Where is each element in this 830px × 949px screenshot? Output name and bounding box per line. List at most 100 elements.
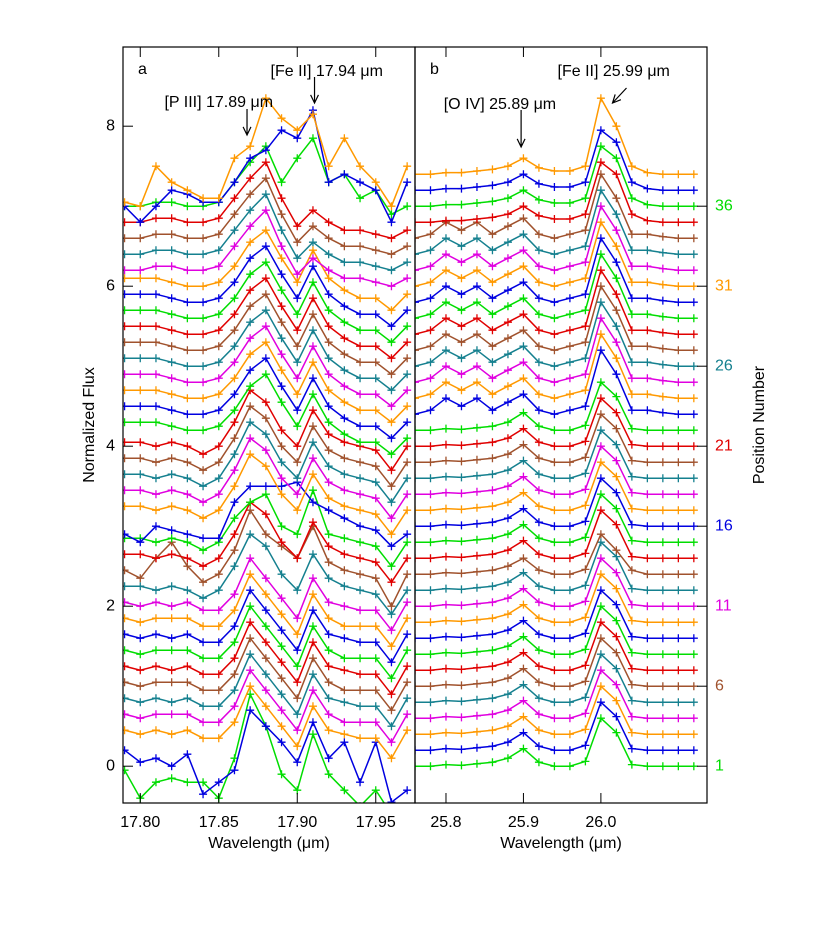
data-point — [230, 686, 239, 695]
data-point — [199, 234, 208, 243]
data-point — [403, 490, 412, 499]
data-point — [643, 216, 652, 225]
data-point — [658, 522, 667, 531]
data-point — [246, 434, 255, 443]
data-point — [689, 266, 698, 275]
data-point — [151, 630, 160, 639]
data-point — [519, 536, 528, 545]
data-point — [519, 520, 528, 529]
data-point — [293, 678, 302, 687]
data-point — [643, 522, 652, 531]
data-point — [472, 250, 481, 259]
data-point — [324, 370, 333, 379]
data-point — [199, 702, 208, 711]
data-point — [261, 242, 270, 251]
data-point — [308, 238, 317, 247]
data-point — [136, 402, 145, 411]
data-point — [403, 506, 412, 515]
data-point — [534, 518, 543, 527]
data-point — [581, 693, 590, 702]
data-point — [136, 218, 145, 227]
x-tick-label: 17.90 — [277, 814, 317, 831]
data-point — [230, 562, 239, 571]
data-point — [136, 502, 145, 511]
data-point — [658, 698, 667, 707]
data-point — [308, 342, 317, 351]
data-point — [658, 602, 667, 611]
data-point — [293, 406, 302, 415]
data-point — [356, 606, 365, 615]
data-point — [415, 714, 419, 723]
data-point — [324, 574, 333, 583]
data-point — [689, 250, 698, 259]
y2-tick-label: 21 — [715, 437, 733, 454]
data-point — [151, 290, 160, 299]
data-point — [340, 686, 349, 695]
data-point — [596, 394, 605, 403]
data-point — [534, 470, 543, 479]
data-point — [167, 502, 176, 511]
data-point — [565, 554, 574, 563]
data-point — [136, 550, 145, 559]
data-point — [277, 610, 286, 619]
data-point — [550, 167, 559, 175]
data-point — [415, 362, 419, 371]
spectrum-line — [415, 428, 694, 479]
data-point — [246, 554, 255, 563]
data-point — [277, 658, 286, 667]
data-point — [596, 330, 605, 339]
data-point — [356, 358, 365, 367]
data-point — [199, 606, 208, 615]
data-point — [627, 696, 636, 705]
data-point — [199, 194, 208, 203]
data-point — [488, 646, 497, 655]
data-point — [550, 618, 559, 627]
data-point — [356, 506, 365, 515]
data-point — [519, 456, 528, 465]
data-point — [612, 424, 621, 433]
data-point — [199, 282, 208, 291]
data-point — [472, 743, 481, 752]
data-point — [308, 638, 317, 647]
data-point — [123, 418, 129, 427]
data-point — [472, 199, 481, 207]
data-point — [415, 250, 419, 259]
data-point — [277, 738, 286, 747]
data-point — [199, 450, 208, 459]
data-point — [643, 474, 652, 483]
data-point — [472, 487, 481, 496]
data-point — [426, 698, 435, 707]
data-point — [565, 698, 574, 707]
data-point — [136, 290, 145, 299]
data-point — [534, 678, 543, 687]
data-point — [415, 506, 419, 515]
data-point — [246, 586, 255, 595]
data-point — [308, 358, 317, 367]
data-point — [674, 442, 683, 451]
data-point — [415, 394, 419, 403]
data-point — [426, 618, 435, 627]
data-point — [565, 586, 574, 595]
data-point — [441, 266, 450, 275]
data-point — [472, 471, 481, 480]
data-point — [534, 710, 543, 719]
data-point — [123, 274, 129, 283]
data-point — [519, 584, 528, 593]
data-point — [230, 514, 239, 523]
data-point — [550, 234, 559, 243]
data-point — [277, 490, 286, 499]
data-point — [519, 342, 528, 351]
data-point — [324, 322, 333, 331]
data-point — [674, 234, 683, 243]
data-point — [550, 730, 559, 739]
data-point — [441, 394, 450, 403]
data-point — [356, 326, 365, 335]
panel-frame — [414, 46, 708, 804]
data-point — [293, 646, 302, 655]
annotation-text: [P III] 17.89 μm — [164, 94, 273, 111]
data-point — [277, 522, 286, 531]
data-point — [199, 670, 208, 679]
data-point — [472, 423, 481, 432]
data-point — [183, 710, 192, 719]
data-point — [472, 362, 481, 371]
